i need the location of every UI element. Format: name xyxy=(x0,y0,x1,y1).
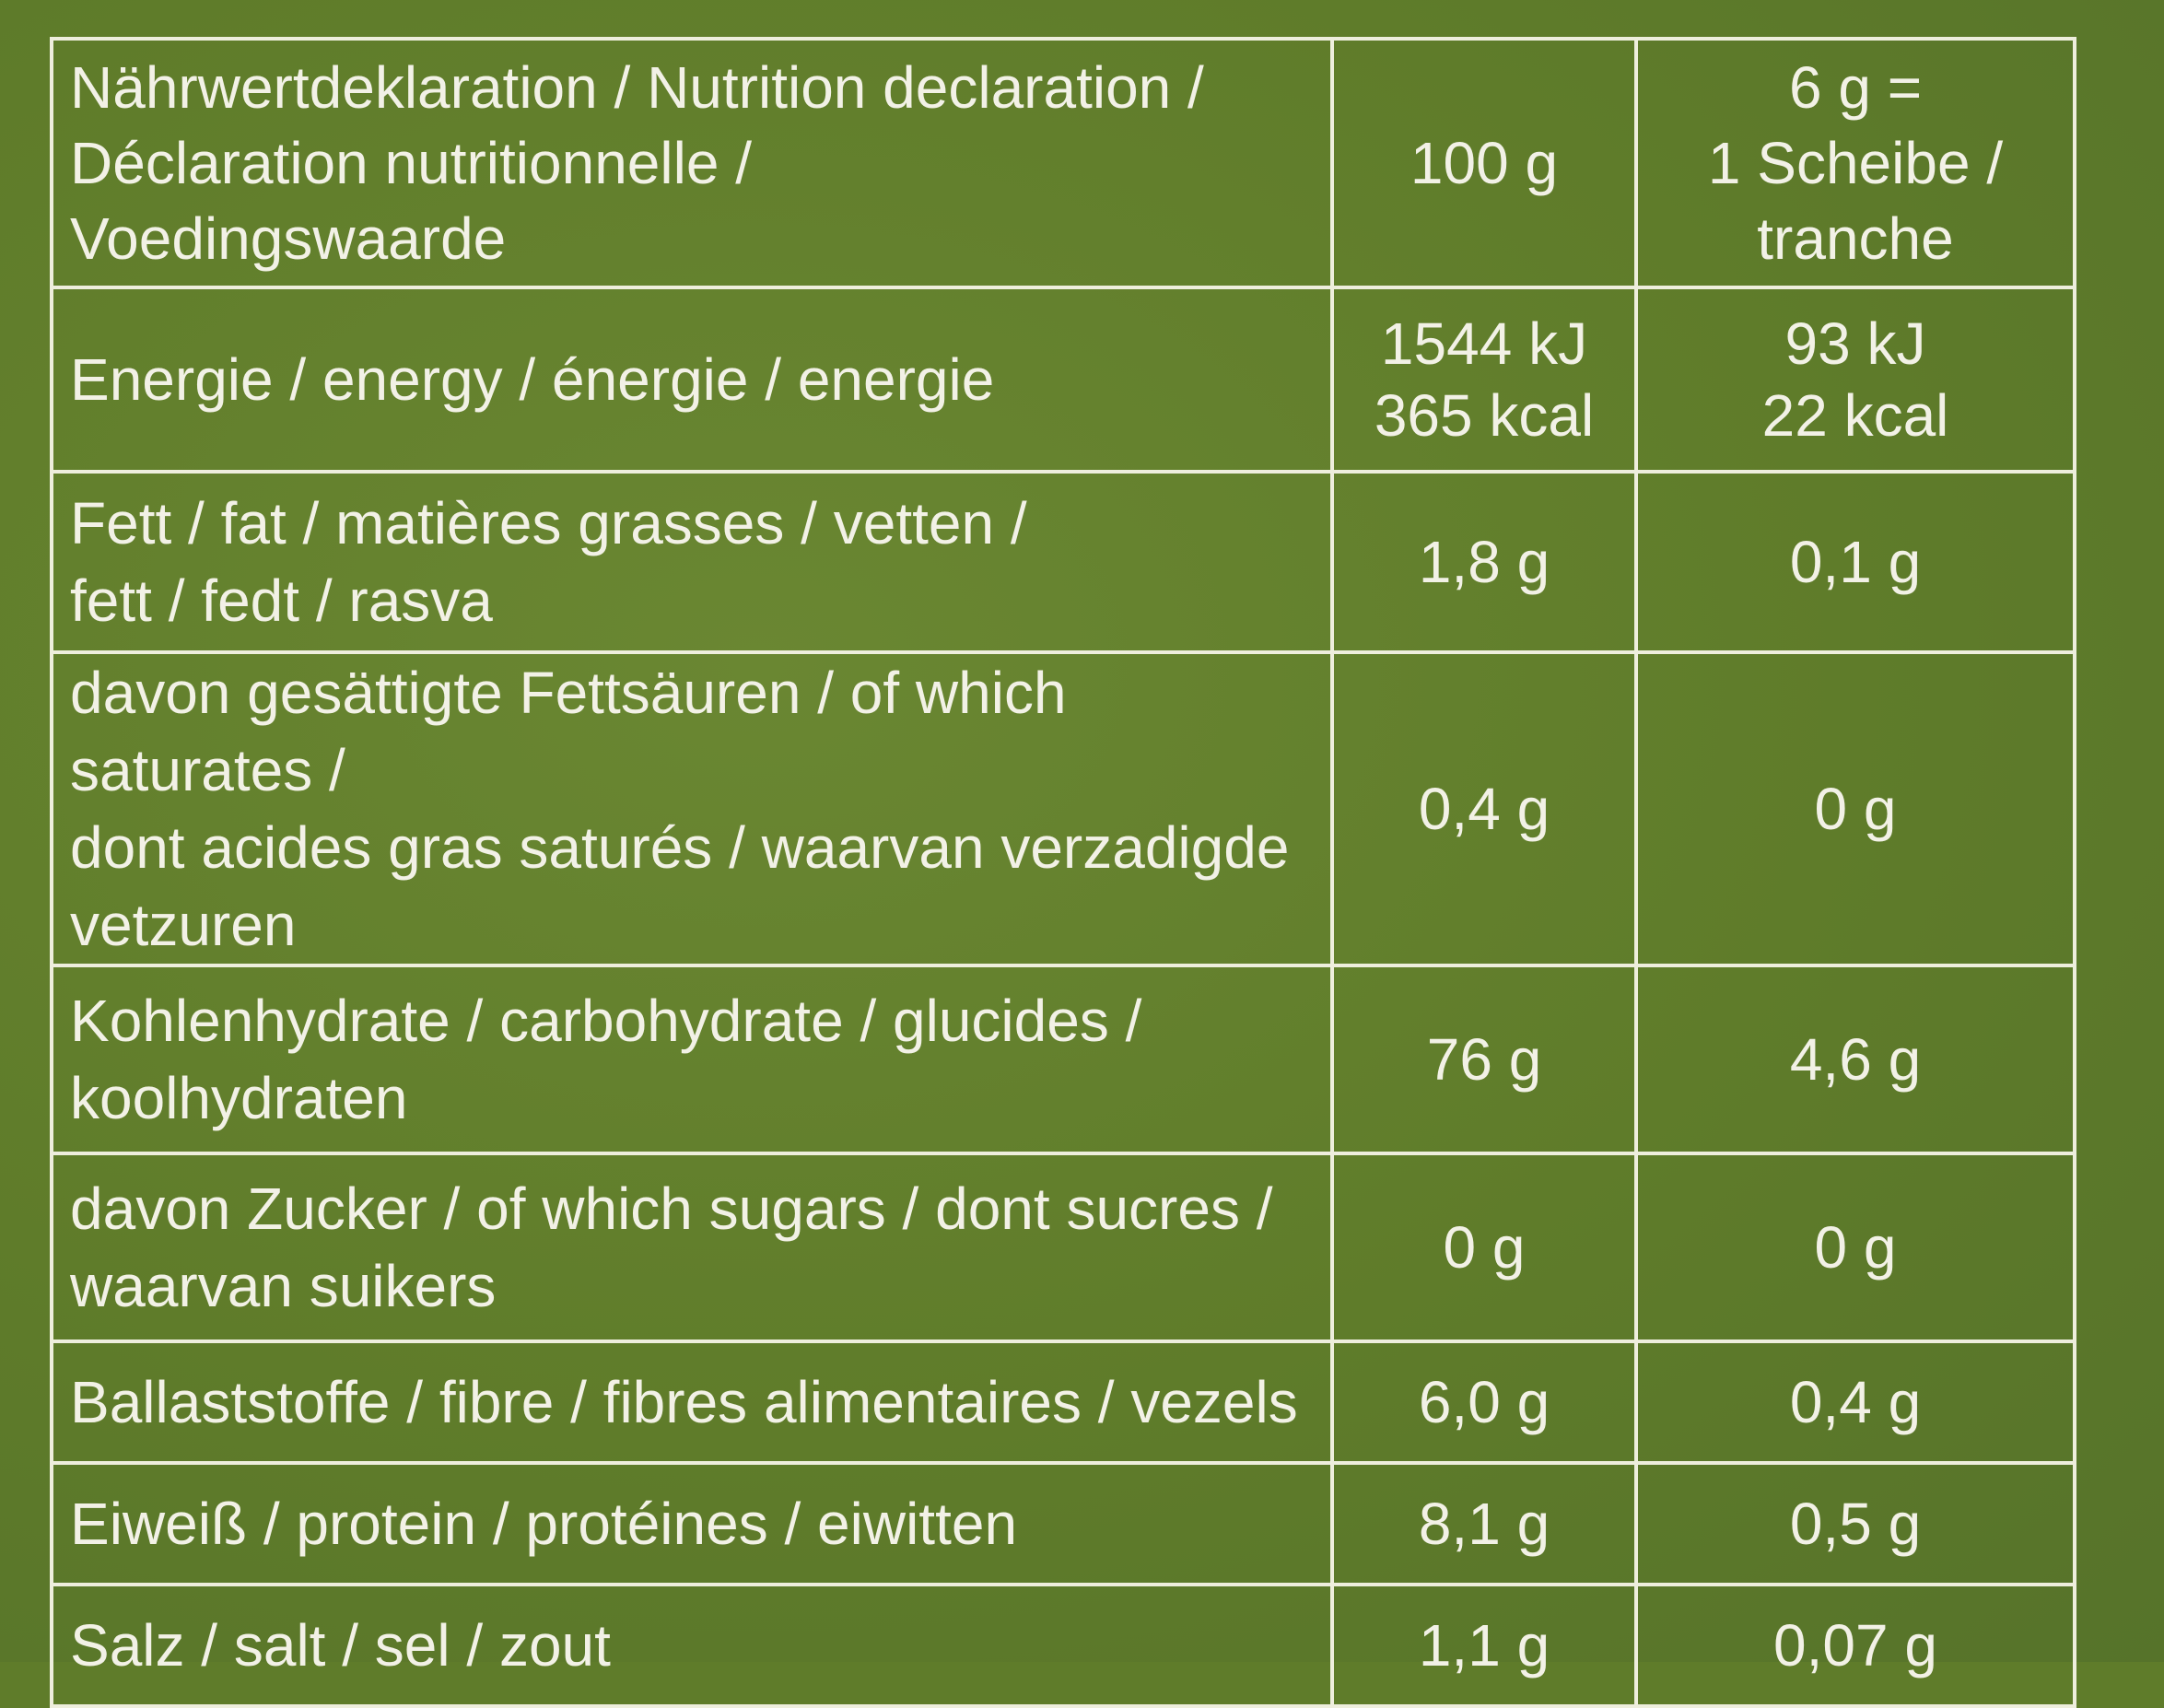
row-label: Fett / fat / matières grasses / vetten /… xyxy=(50,470,1334,654)
row-label: Energie / energy / énergie / energie xyxy=(50,286,1334,474)
value-portion: 0 g xyxy=(1634,650,2076,967)
value-portion: 93 kJ 22 kcal xyxy=(1634,286,2076,474)
row-energy: Energie / energy / énergie / energie 154… xyxy=(50,286,2076,474)
value-100g: 0,4 g xyxy=(1330,650,1638,967)
value-portion: 0,1 g xyxy=(1634,470,2076,654)
row-fibre: Ballaststoffe / fibre / fibres alimentai… xyxy=(50,1339,2076,1465)
row-saturates: davon gesättigte Fettsäuren / of which s… xyxy=(50,650,2076,967)
value-100g: 0 g xyxy=(1330,1152,1638,1343)
row-salt: Salz / salt / sel / zout 1,1 g 0,07 g xyxy=(50,1583,2076,1708)
value-100g: 8,1 g xyxy=(1330,1461,1638,1586)
row-label: Ballaststoffe / fibre / fibres alimentai… xyxy=(50,1339,1334,1465)
row-protein: Eiweiß / protein / protéines / eiwitten … xyxy=(50,1461,2076,1586)
header-row: Nährwertdeklaration / Nutrition declarat… xyxy=(50,37,2076,289)
value-portion: 0,5 g xyxy=(1634,1461,2076,1586)
row-label: Eiweiß / protein / protéines / eiwitten xyxy=(50,1461,1334,1586)
row-carbohydrate: Kohlenhydrate / carbohydrate / glucides … xyxy=(50,964,2076,1155)
header-portion: 6 g = 1 Scheibe / tranche xyxy=(1634,37,2076,289)
value-100g: 1,1 g xyxy=(1330,1583,1638,1708)
header-100g: 100 g xyxy=(1330,37,1638,289)
row-label: davon gesättigte Fettsäuren / of which s… xyxy=(50,650,1334,967)
value-100g: 1,8 g xyxy=(1330,470,1638,654)
row-fat: Fett / fat / matières grasses / vetten /… xyxy=(50,470,2076,654)
value-portion: 0,4 g xyxy=(1634,1339,2076,1465)
nutrition-table: Nährwertdeklaration / Nutrition declarat… xyxy=(50,37,2076,1708)
value-portion: 4,6 g xyxy=(1634,964,2076,1155)
value-100g: 76 g xyxy=(1330,964,1638,1155)
value-portion: 0,07 g xyxy=(1634,1583,2076,1708)
row-label: Salz / salt / sel / zout xyxy=(50,1583,1334,1708)
value-100g: 6,0 g xyxy=(1330,1339,1638,1465)
value-portion: 0 g xyxy=(1634,1152,2076,1343)
row-sugars: davon Zucker / of which sugars / dont su… xyxy=(50,1152,2076,1343)
row-label: Kohlenhydrate / carbohydrate / glucides … xyxy=(50,964,1334,1155)
value-100g: 1544 kJ 365 kcal xyxy=(1330,286,1638,474)
header-label: Nährwertdeklaration / Nutrition declarat… xyxy=(50,37,1334,289)
row-label: davon Zucker / of which sugars / dont su… xyxy=(50,1152,1334,1343)
